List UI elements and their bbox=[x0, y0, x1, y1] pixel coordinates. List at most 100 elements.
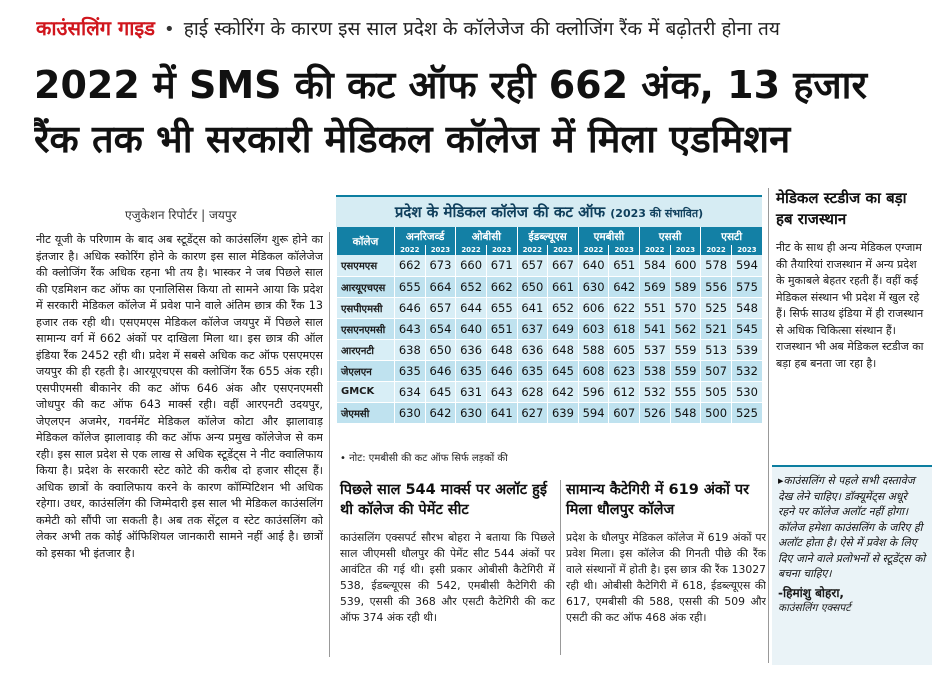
cutoff-cell: 667 bbox=[547, 255, 579, 277]
cutoff-cell: 545 bbox=[730, 318, 762, 340]
college-name-cell: आरयूएचएस bbox=[336, 276, 395, 298]
college-name-cell: जेएमसी bbox=[336, 402, 395, 424]
table-header-year: 2022 bbox=[394, 245, 426, 255]
cutoff-cell: 651 bbox=[608, 255, 640, 277]
cutoff-cell: 603 bbox=[577, 318, 609, 340]
cutoff-cell: 646 bbox=[485, 360, 517, 382]
cutoff-cell: 569 bbox=[639, 276, 671, 298]
table-header-category: एसटी bbox=[700, 227, 762, 245]
cutoff-cell: 623 bbox=[608, 360, 640, 382]
table-row: एसएमएस 662 673 660 671 657 667 640 651 584 600 578 5… bbox=[336, 255, 762, 277]
table-title: प्रदेश के मेडिकल कॉलेज की कट ऑफ (2023 की… bbox=[336, 197, 762, 227]
cutoff-cell: 655 bbox=[394, 276, 426, 298]
cutoff-cell: 636 bbox=[516, 339, 548, 361]
cutoff-cell: 548 bbox=[730, 297, 762, 319]
cutoff-cell: 607 bbox=[608, 402, 640, 424]
table-header-year: 2022 bbox=[455, 245, 487, 255]
expert-quote-role: काउंसलिंग एक्सपर्ट bbox=[778, 601, 851, 614]
kicker-subheadline: हाई स्कोरिंग के कारण इस साल प्रदेश के कॉ… bbox=[183, 18, 780, 40]
cutoff-cell: 661 bbox=[547, 276, 579, 298]
table-title-note: (2023 की संभावित) bbox=[610, 207, 704, 220]
cutoff-cell: 637 bbox=[516, 318, 548, 340]
table-row: एसपीएमसी 646 657 644 655 641 652 606 622 551 570 52… bbox=[336, 297, 762, 319]
cutoff-cell: 630 bbox=[394, 402, 426, 424]
byline: एजुकेशन रिपोर्टर | जयपुर bbox=[125, 208, 237, 222]
cutoff-cell: 622 bbox=[608, 297, 640, 319]
sub-article-1-body: काउंसलिंग एक्सपर्ट सौरभ बोहरा ने बताया क… bbox=[340, 531, 555, 624]
table-header-year: 2022 bbox=[639, 245, 671, 255]
table-header-year: 2023 bbox=[669, 245, 701, 255]
table-header-year: 2022 bbox=[700, 245, 732, 255]
cutoff-cell: 538 bbox=[639, 360, 671, 382]
table-header-category: ईडब्ल्यूएस bbox=[516, 227, 579, 245]
cutoff-cell: 635 bbox=[455, 360, 487, 382]
sidebar-title: मेडिकल स्टडीज का बड़ा हब राजस्थान bbox=[776, 189, 907, 228]
cutoff-cell: 640 bbox=[577, 255, 609, 277]
cutoff-cell: 643 bbox=[485, 381, 517, 403]
table-row: जेएमसी 630 642 630 641 627 639 594 607 526 548 500 5… bbox=[336, 402, 762, 424]
cutoff-cell: 630 bbox=[455, 402, 487, 424]
cutoff-cell: 588 bbox=[577, 339, 609, 361]
cutoff-table-box: प्रदेश के मेडिकल कॉलेज की कट ऑफ (2023 की… bbox=[336, 195, 762, 441]
cutoff-cell: 645 bbox=[547, 360, 579, 382]
cutoff-cell: 608 bbox=[577, 360, 609, 382]
cutoff-cell: 642 bbox=[547, 381, 579, 403]
cutoff-cell: 548 bbox=[669, 402, 701, 424]
table-header-year: 2022 bbox=[516, 245, 548, 255]
cutoff-cell: 513 bbox=[700, 339, 732, 361]
cutoff-cell: 635 bbox=[516, 360, 548, 382]
cutoff-cell: 578 bbox=[700, 255, 732, 277]
table-header-category: ओबीसी bbox=[455, 227, 517, 245]
cutoff-cell: 631 bbox=[455, 381, 487, 403]
cutoff-cell: 651 bbox=[485, 318, 517, 340]
table-title-text: प्रदेश के मेडिकल कॉलेज की कट ऑफ bbox=[394, 203, 606, 221]
sidebar-body: नीट के साथ ही अन्य मेडिकल एग्जाम की तैया… bbox=[776, 241, 924, 370]
sub-article-2-body: प्रदेश के धौलपुर मेडिकल कॉलेज में 619 अं… bbox=[566, 531, 766, 624]
cutoff-cell: 555 bbox=[669, 381, 701, 403]
cutoff-cell: 628 bbox=[516, 381, 548, 403]
cutoff-cell: 562 bbox=[669, 318, 701, 340]
cutoff-cell: 589 bbox=[669, 276, 701, 298]
sub-article-1-title: पिछले साल 544 मार्क्स पर अलॉट हुई थी कॉल… bbox=[340, 482, 547, 518]
table-row: जेएलएन 635 646 635 646 635 645 608 623 538 559 507 5… bbox=[336, 360, 762, 382]
cutoff-cell: 537 bbox=[639, 339, 671, 361]
headline-line-1: 2022 में SMS की कट ऑफ रही 662 अंक, 13 हज… bbox=[34, 63, 868, 107]
cutoff-cell: 612 bbox=[608, 381, 640, 403]
cutoff-cell: 636 bbox=[455, 339, 487, 361]
cutoff-cell: 641 bbox=[516, 297, 548, 319]
cutoff-cell: 635 bbox=[394, 360, 426, 382]
cutoff-cell: 655 bbox=[485, 297, 517, 319]
cutoff-cell: 627 bbox=[516, 402, 548, 424]
cutoff-cell: 652 bbox=[547, 297, 579, 319]
cutoff-cell: 671 bbox=[485, 255, 517, 277]
college-name-cell: एसएमएस bbox=[336, 255, 395, 277]
cutoff-cell: 650 bbox=[516, 276, 548, 298]
college-name-cell: एसएनएमसी bbox=[336, 318, 395, 340]
kicker-separator: • bbox=[164, 19, 175, 40]
main-article-body: नीट यूजी के परिणाम के बाद अब स्टूडेंट्स … bbox=[36, 233, 323, 560]
cutoff-cell: 648 bbox=[547, 339, 579, 361]
cutoff-cell: 505 bbox=[700, 381, 732, 403]
cutoff-cell: 551 bbox=[639, 297, 671, 319]
cutoff-cell: 640 bbox=[455, 318, 487, 340]
table-row: आरयूएचएस 655 664 652 662 650 661 630 642 569 589 55… bbox=[336, 276, 762, 298]
cutoff-cell: 664 bbox=[424, 276, 456, 298]
cutoff-cell: 657 bbox=[516, 255, 548, 277]
college-name-cell: एसपीएमसी bbox=[336, 297, 395, 319]
cutoff-cell: 662 bbox=[394, 255, 426, 277]
table-note: • नोट: एमबीसी की कट ऑफ सिर्फ लड़कों की bbox=[340, 453, 508, 464]
cutoff-cell: 500 bbox=[700, 402, 732, 424]
table-header-year: 2022 bbox=[577, 245, 609, 255]
cutoff-cell: 660 bbox=[455, 255, 487, 277]
table-header-category: अनरिजर्व्ड bbox=[393, 227, 456, 245]
cutoff-cell: 630 bbox=[577, 276, 609, 298]
cutoff-table: कॉलेज अनरिजर्व्ड ओबीसी ईडब्ल्यूएस एमबीसी एससी… bbox=[336, 227, 762, 424]
cutoff-cell: 657 bbox=[424, 297, 456, 319]
cutoff-cell: 525 bbox=[700, 297, 732, 319]
cutoff-cell: 634 bbox=[394, 381, 426, 403]
cutoff-cell: 559 bbox=[669, 360, 701, 382]
college-name-cell: GMCK bbox=[336, 381, 395, 403]
cutoff-cell: 600 bbox=[669, 255, 701, 277]
table-header-category: एससी bbox=[638, 227, 701, 245]
cutoff-cell: 654 bbox=[424, 318, 456, 340]
